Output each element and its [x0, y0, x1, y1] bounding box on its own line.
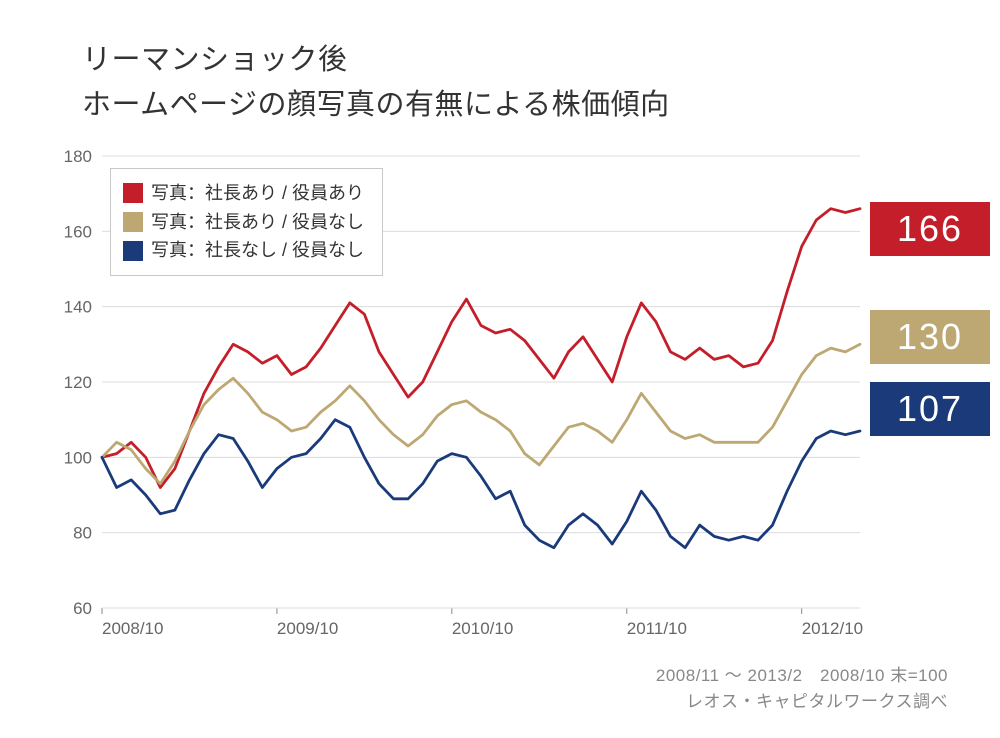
svg-text:2008/10: 2008/10 — [102, 619, 163, 638]
svg-text:180: 180 — [64, 147, 92, 166]
footnote-line-1: 2008/11 ～ 2013/2 2008/10 末=100 — [656, 666, 948, 685]
svg-text:2010/10: 2010/10 — [452, 619, 513, 638]
svg-text:140: 140 — [64, 298, 92, 317]
svg-text:120: 120 — [64, 373, 92, 392]
end-value-badge-tan: 130 — [870, 310, 990, 364]
legend: 写真：社長あり / 役員あり 写真：社長あり / 役員なし 写真：社長なし / … — [110, 168, 383, 276]
footnote: 2008/11 ～ 2013/2 2008/10 末=100 レオス・キャピタル… — [656, 663, 948, 714]
legend-swatch-red — [123, 183, 143, 203]
svg-text:80: 80 — [73, 524, 92, 543]
page: リーマンショック後 ホームページの顔写真の有無による株価傾向 60 80 100 12… — [0, 0, 1000, 738]
legend-label-tan: 写真：社長あり / 役員なし — [151, 208, 364, 237]
chart-title: リーマンショック後 ホームページの顔写真の有無による株価傾向 — [82, 38, 960, 128]
legend-swatch-tan — [123, 212, 143, 232]
svg-text:160: 160 — [64, 222, 92, 241]
legend-label-blue: 写真：社長なし / 役員なし — [151, 236, 364, 265]
chart-container: 60 80 100 120 140 160 180 2008/10 2009/10 2010/10… — [40, 138, 960, 658]
end-value-badge-blue: 107 — [870, 382, 990, 436]
svg-text:100: 100 — [64, 448, 92, 467]
footnote-line-2: レオス・キャピタルワークス調べ — [686, 692, 948, 711]
legend-item-tan: 写真：社長あり / 役員なし — [123, 208, 364, 237]
end-value-badge-red: 166 — [870, 202, 990, 256]
svg-text:2012/10: 2012/10 — [802, 619, 863, 638]
legend-item-blue: 写真：社長なし / 役員なし — [123, 236, 364, 265]
legend-swatch-blue — [123, 241, 143, 261]
legend-label-red: 写真：社長あり / 役員あり — [151, 179, 364, 208]
svg-text:2009/10: 2009/10 — [277, 619, 338, 638]
title-line-2: ホームページの顔写真の有無による株価傾向 — [82, 89, 670, 121]
svg-text:2011/10: 2011/10 — [627, 619, 687, 638]
legend-item-red: 写真：社長あり / 役員あり — [123, 179, 364, 208]
title-line-1: リーマンショック後 — [82, 44, 348, 76]
svg-text:60: 60 — [73, 599, 92, 618]
